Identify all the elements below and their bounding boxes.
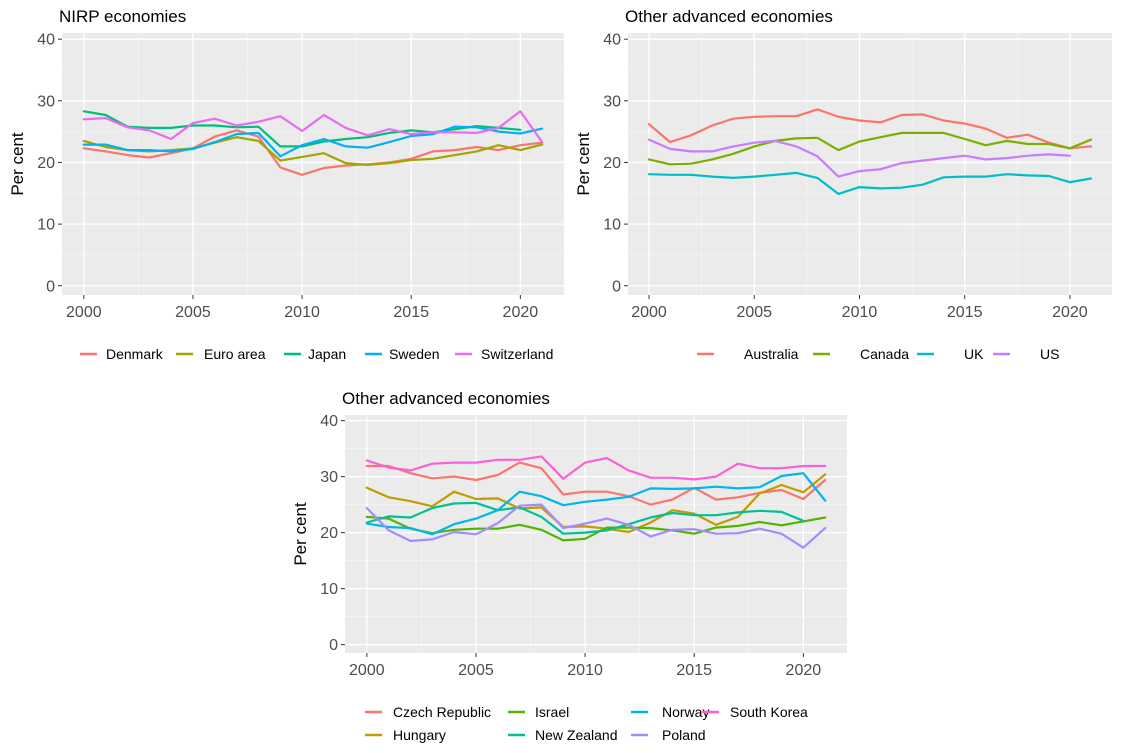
legend-item: UK (917, 346, 984, 362)
series-line-denmark (82, 129, 544, 176)
chart-panel-2: Other advanced economies 0 10 20 30 40 2000 200… (574, 7, 1112, 362)
legend-item: Norway (631, 704, 709, 720)
legend-item: South Korea (702, 704, 808, 720)
chart-title: NIRP economies (59, 7, 186, 26)
legend: Czech Republic Israel Norway South Korea Hun… (365, 704, 808, 743)
legend-label: Hungary (393, 727, 446, 743)
x-tick-label: 2020 (786, 662, 822, 679)
legend-item: Euro area (176, 346, 266, 362)
x-tick-label: 2010 (567, 662, 603, 679)
legend-label: UK (964, 346, 984, 362)
legend-item: US (993, 346, 1059, 362)
y-axis-label: Per cent (291, 502, 310, 566)
legend-item: Denmark (80, 346, 164, 362)
x-tick-label: 2010 (284, 304, 320, 321)
y-tick-label: 10 (320, 581, 338, 598)
legend-label: Czech Republic (393, 704, 491, 720)
y-tick-label: 20 (37, 155, 55, 172)
legend-label: Japan (308, 346, 346, 362)
y-tick-label: 20 (603, 155, 621, 172)
x-tick-label: 2000 (349, 662, 385, 679)
legend-label: Euro area (204, 346, 266, 362)
series-line-poland (365, 503, 827, 549)
y-tick-label: 0 (329, 637, 338, 654)
series-line-new-zealand (365, 501, 805, 535)
series-line-us (647, 138, 1071, 178)
x-tick-label: 2020 (503, 304, 539, 321)
legend-item: Hungary (365, 727, 446, 743)
legend-item: Canada (813, 346, 909, 362)
x-tick-label: 2020 (1052, 304, 1088, 321)
x-tick-label: 2005 (458, 662, 494, 679)
legend: Denmark Euro area Japan Sweden Switzerland (80, 346, 553, 362)
legend-label: Australia (744, 346, 799, 362)
series-line-australia (647, 108, 1093, 150)
legend-item: Czech Republic (365, 704, 491, 720)
y-tick-label: 40 (603, 32, 621, 49)
plot-panel (628, 33, 1112, 295)
legend-item: Japan (284, 346, 346, 362)
legend-label: Sweden (389, 346, 440, 362)
legend-label: South Korea (730, 704, 808, 720)
x-tick-label: 2005 (175, 304, 211, 321)
legend-item: Israel (508, 704, 569, 720)
legend-item: Poland (631, 727, 706, 743)
series-line-czech-republic (365, 461, 827, 506)
chart-title: Other advanced economies (342, 389, 550, 408)
chart-panel-1: NIRP economies 0 10 20 30 40 2000 2005 2010 2015 2… (8, 7, 564, 362)
legend: Australia Canada UK US (697, 346, 1059, 362)
plot-panel (62, 33, 564, 295)
y-tick-label: 10 (603, 217, 621, 234)
x-tick-label: 2000 (66, 304, 102, 321)
y-tick-label: 30 (320, 469, 338, 486)
legend-label: Israel (535, 704, 569, 720)
legend-item: Australia (697, 346, 799, 362)
y-tick-label: 30 (603, 93, 621, 110)
legend-label: US (1040, 346, 1059, 362)
series-line-uk (647, 171, 1093, 195)
y-tick-label: 30 (37, 93, 55, 110)
series-line-south-korea (365, 455, 827, 481)
legend-item: Sweden (365, 346, 440, 362)
legend-label: Canada (860, 346, 909, 362)
y-tick-label: 0 (46, 278, 55, 295)
legend-label: Poland (662, 727, 706, 743)
x-tick-label: 2010 (842, 304, 878, 321)
legend-item: New Zealand (508, 727, 618, 743)
legend-label: New Zealand (535, 727, 618, 743)
legend-label: Denmark (106, 346, 164, 362)
x-tick-label: 2015 (676, 662, 712, 679)
y-tick-label: 0 (612, 278, 621, 295)
series-line-hungary (365, 473, 827, 534)
y-tick-label: 40 (320, 413, 338, 430)
legend-label: Norway (662, 704, 709, 720)
series-line-switzerland (82, 110, 544, 144)
series-line-norway (365, 472, 827, 536)
legend-label: Switzerland (481, 346, 553, 362)
chart-panel-3: Other advanced economies 0 10 20 30 40 2000 200… (291, 389, 847, 743)
y-tick-label: 20 (320, 525, 338, 542)
x-tick-label: 2000 (631, 304, 667, 321)
series-line-israel (365, 515, 827, 542)
y-tick-label: 10 (37, 217, 55, 234)
y-tick-label: 40 (37, 32, 55, 49)
legend-item: Switzerland (455, 346, 553, 362)
x-tick-label: 2015 (393, 304, 429, 321)
y-axis-label: Per cent (574, 132, 593, 196)
series-line-canada (647, 131, 1093, 166)
y-axis-label: Per cent (8, 132, 27, 196)
series-line-sweden (82, 125, 544, 158)
x-tick-label: 2005 (736, 304, 772, 321)
x-tick-label: 2015 (947, 304, 983, 321)
chart-title: Other advanced economies (625, 7, 833, 26)
